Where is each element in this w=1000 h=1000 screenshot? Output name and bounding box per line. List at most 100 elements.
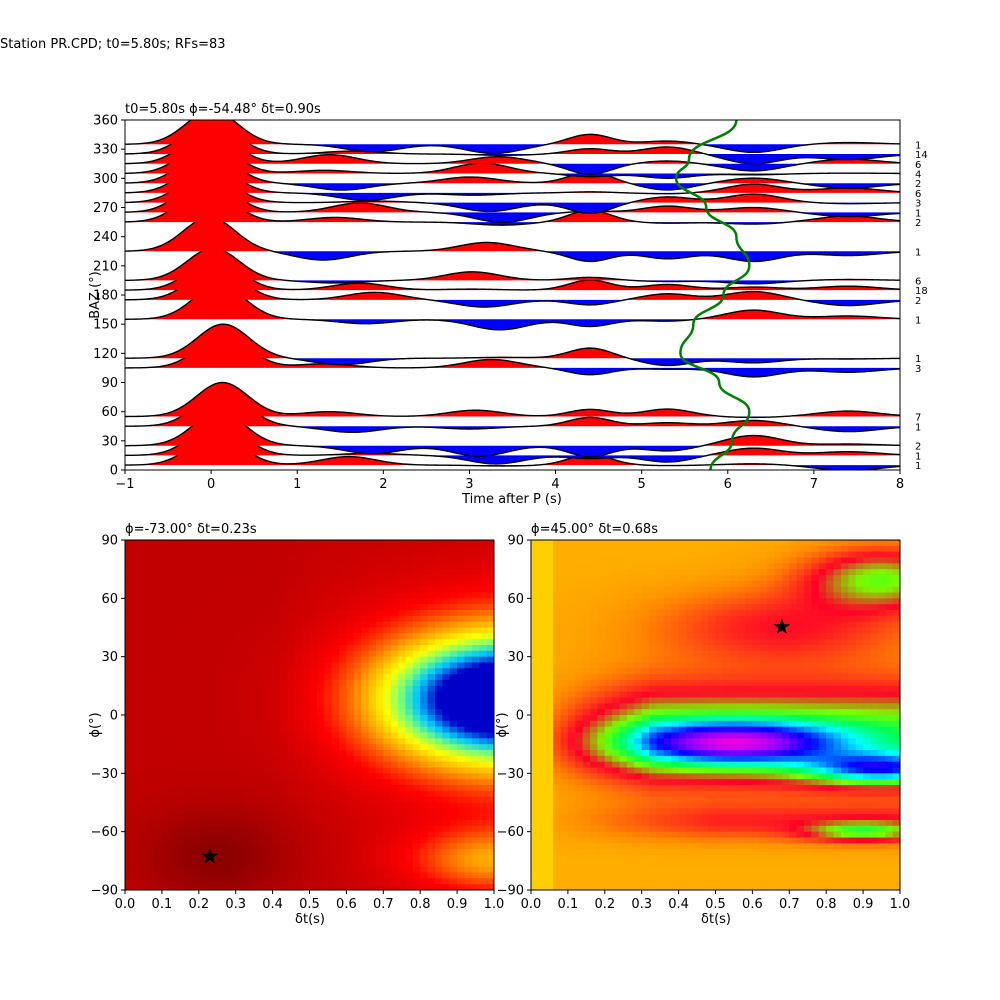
heatmap-cell [257,575,266,582]
heatmap-cell [243,779,252,786]
heatmap-cell [604,703,613,710]
heatmap-cell [176,802,185,809]
heatmap-cell [560,709,569,716]
heatmap-cell [272,790,281,798]
heatmap-cell [641,866,650,874]
heatmap-cell [722,598,731,605]
heatmap-cell [737,540,746,547]
heatmap-cell [243,691,252,699]
heatmap-cell [626,761,635,769]
heatmap-cell [198,575,207,582]
heatmap-cell [434,685,443,693]
heatmap-cell [132,715,141,722]
heatmap-cell [538,551,547,559]
heatmap-cell [383,750,392,757]
heatmap-cell [538,621,547,629]
heatmap-cell [161,872,170,879]
heatmap-cell [619,563,628,570]
heatmap-cell [154,540,163,547]
rf-trace-line [125,284,900,331]
heatmap-cell [715,580,724,588]
heatmap-cell [545,761,554,769]
heatmap-cell [531,785,539,792]
heatmap-cell [722,639,731,646]
heatmap-cell [722,761,731,769]
heatmap-cell [567,691,576,699]
heatmap-cell [553,680,562,687]
heatmap-cell [745,802,753,809]
heatmap-cell [567,545,576,553]
heatmap-cell [184,837,193,844]
heatmap-cell [685,820,694,827]
heatmap-cell [649,814,658,821]
heatmap-cell [191,796,200,804]
heatmap-cell [346,802,355,809]
heatmap-cell [368,662,377,669]
heatmap-cell [398,820,407,827]
heatmap-cell [368,639,377,646]
heatmap-cell [471,557,480,564]
heatmap-cell [161,604,170,611]
heatmap-cell [597,545,606,553]
heatmap-cell [132,633,141,640]
heatmap-cell [545,691,554,699]
heatmap-cell [582,726,591,734]
heatmap-cell [287,860,296,868]
heatmap-cell [737,610,746,617]
heatmap-cell [154,545,163,553]
heatmap-cell [346,755,355,763]
heatmap-cell [250,785,259,792]
heatmap-cell [353,627,362,634]
heatmap-cell [176,715,185,722]
heatmap-cell [191,703,200,710]
rf-trace-negative-fill [125,426,900,433]
heatmap-cell [626,860,635,868]
heatmap-cell [228,849,237,856]
heatmap-cell [398,866,407,874]
heatmap-cell [531,557,539,564]
heatmap-cell [390,790,399,798]
heatmap-cell [324,575,333,582]
heatmap-cell [302,540,311,547]
heatmap-cell [560,732,569,739]
heatmap-cell [316,726,325,734]
heatmap-cell [198,691,207,699]
heatmap-cell [390,575,399,582]
heatmap-cell [730,790,739,798]
heatmap-cell [582,802,591,809]
heatmap-cell [147,604,156,611]
heatmap-cell [722,592,731,599]
heatmap-cell [279,814,288,821]
heatmap-cell [161,761,170,769]
heatmap-cell [383,592,392,599]
heatmap-cell [649,744,658,751]
heatmap-cell [567,849,576,856]
heatmap-cell [176,697,185,704]
heatmap-cell [531,662,539,669]
heatmap-cell [597,831,606,839]
heatmap-cell [206,639,215,646]
heatmap-cell [279,540,288,547]
heatmap-cell [309,680,318,687]
heatmap-cell [641,761,650,769]
heatmap-cell [169,715,178,722]
heatmap-cell [346,656,355,664]
heatmap-cell [257,680,266,687]
heatmap-cell [486,592,494,599]
heatmap-cell [700,884,709,890]
heatmap-cell [427,703,436,710]
heatmap-cell [671,802,680,809]
heatmap-cell [412,750,421,757]
heatmap-cell [545,785,554,792]
heatmap-cell [353,796,362,804]
heatmap-cell [553,715,562,722]
heatmap-cell [604,650,613,658]
heatmap-cell [590,726,599,734]
heatmap-cell [663,709,672,716]
heatmap-cell [420,685,429,693]
heatmap-cell [730,878,739,885]
heatmap-cell [545,884,554,890]
heatmap-cell [213,744,222,751]
heatmap-cell [287,872,296,879]
heatmap-cell [405,732,414,739]
